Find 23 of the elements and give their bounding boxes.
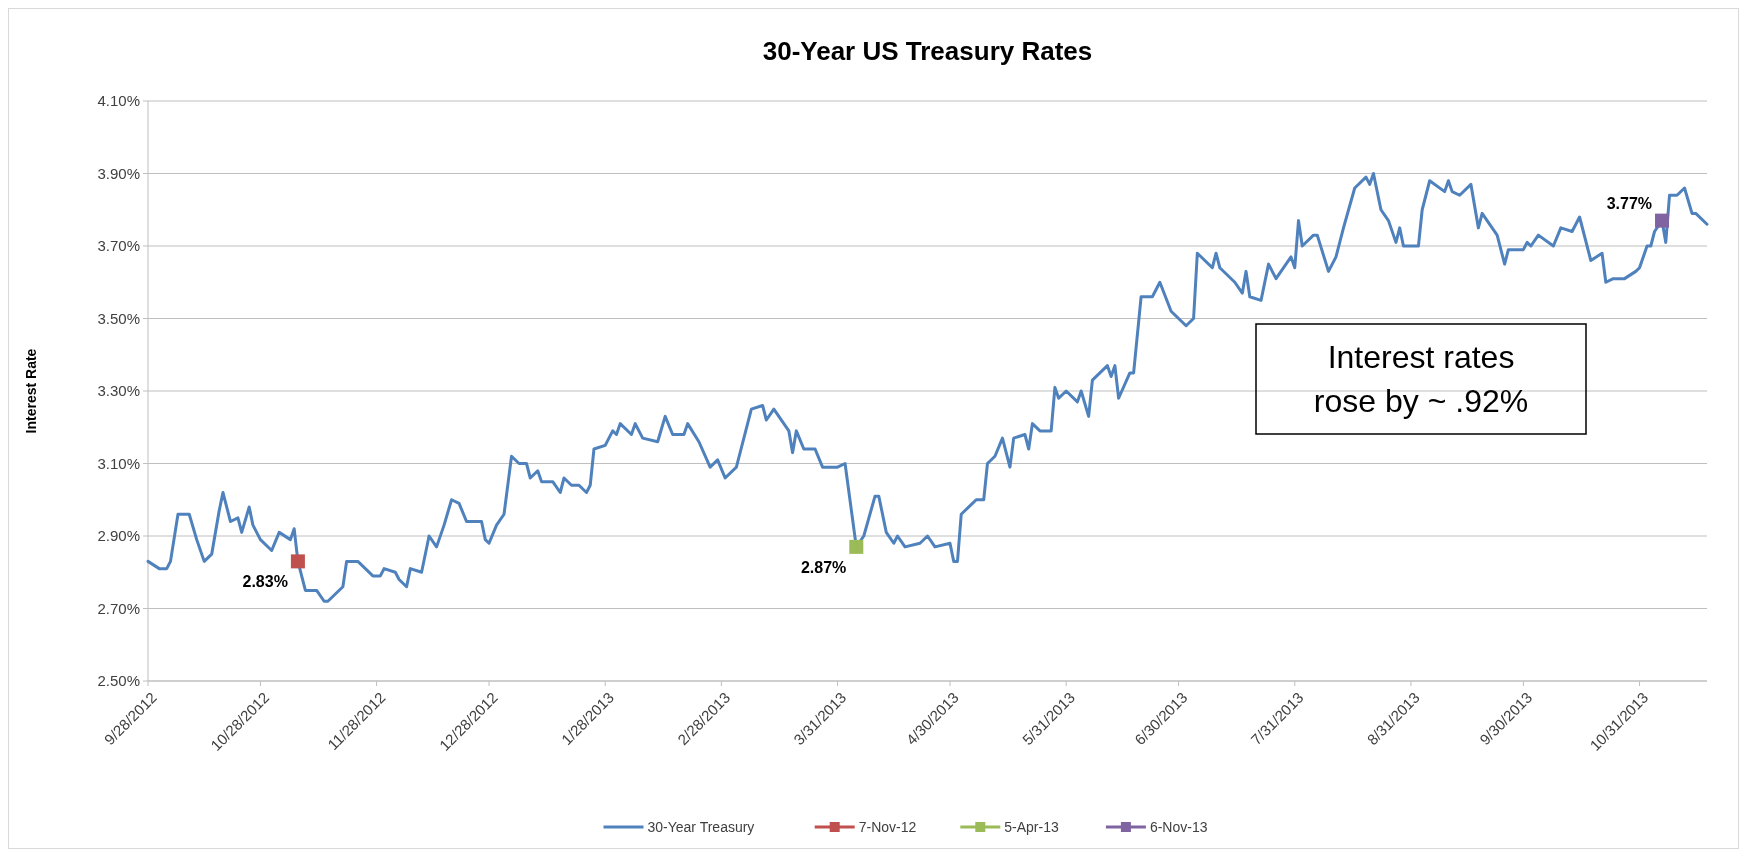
legend-label: 5-Apr-13 [1004,818,1059,835]
point [849,539,864,554]
data-label: 2.83% [242,573,288,591]
y-tick-label: 3.90% [97,164,140,182]
data-label: 2.87% [800,558,847,576]
legend-label: 30-Year Treasury [647,818,755,835]
annotation: Interest rates rose by ~ .92% [1313,339,1529,419]
legend-label: 6-Nov-13 [1149,818,1208,835]
y-axis-title: Interest Rate [23,348,39,434]
legend-label: 7-Nov-12 [858,818,917,835]
chart-title: 30-Year US Treasury Rates [762,36,1093,66]
y-tick-label: 2.50% [97,672,140,690]
data-label: 3.77% [1606,194,1653,212]
y-tick-label: 3.70% [97,237,140,255]
y-tick-label: 4.10% [97,92,140,110]
y-tick-label: 3.50% [97,309,140,327]
y-tick-label: 3.10% [97,454,140,472]
point [290,554,305,569]
y-tick-label: 2.90% [97,527,140,545]
point [1655,213,1670,228]
y-tick-label: 2.70% [97,599,140,617]
line-series [146,172,1709,603]
y-tick-label: 3.30% [97,382,140,400]
